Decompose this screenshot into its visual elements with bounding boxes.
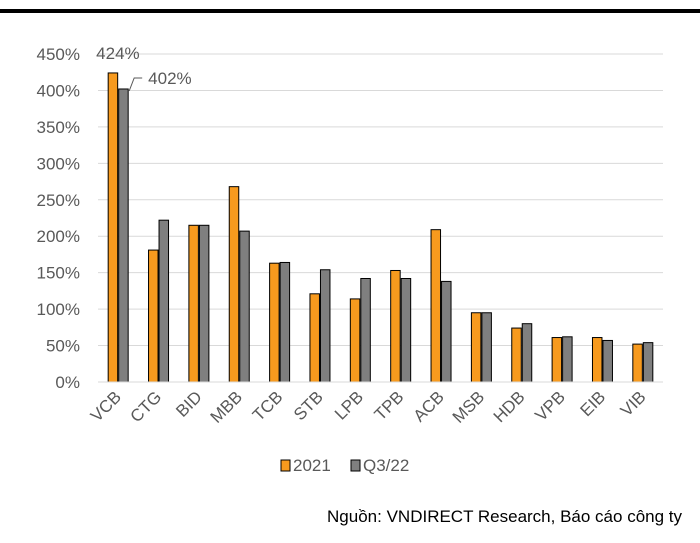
bar-2021-mbb bbox=[228, 186, 240, 383]
x-tick-label: LPB bbox=[331, 387, 367, 423]
annotation-q3-22-vcb: 402% bbox=[148, 69, 191, 88]
bar-Q3-22-lpb bbox=[360, 277, 371, 383]
bar-2021-msb bbox=[470, 312, 482, 383]
x-tick-label: TPB bbox=[371, 387, 408, 424]
y-tick-label: 250% bbox=[37, 191, 80, 210]
bar-2021-hdb bbox=[511, 327, 522, 383]
y-tick-label: 450% bbox=[37, 45, 80, 64]
y-tick-label: 150% bbox=[37, 264, 80, 283]
bar-Q3-22-mbb bbox=[239, 230, 250, 383]
bar-Q3-22-vpb bbox=[562, 336, 573, 383]
legend-swatch-Q3-22 bbox=[350, 459, 361, 472]
x-tick-label: STB bbox=[290, 387, 327, 424]
y-tick-label: 300% bbox=[37, 154, 80, 173]
x-tick-label: HDB bbox=[490, 387, 529, 426]
bar-2021-vcb bbox=[107, 72, 119, 383]
x-tick-label: BID bbox=[172, 387, 205, 420]
x-tick-label: TCB bbox=[249, 387, 286, 424]
top-rule bbox=[0, 9, 700, 13]
y-tick-label: 400% bbox=[37, 81, 80, 100]
bar-Q3-22-stb bbox=[319, 269, 331, 383]
y-tick-label: 350% bbox=[37, 118, 80, 137]
bar-2021-bid bbox=[188, 224, 199, 383]
legend-swatch-2021 bbox=[280, 459, 291, 472]
x-tick-label: VPB bbox=[531, 387, 568, 424]
bar-Q3-22-vib bbox=[642, 342, 654, 383]
bar-2021-stb bbox=[309, 293, 320, 383]
source-note: Nguồn: VNDIRECT Research, Báo cáo công t… bbox=[327, 507, 682, 526]
y-tick-label: 50% bbox=[46, 337, 80, 356]
legend-label-2021: 2021 bbox=[293, 456, 331, 475]
annotation-2021-vcb: 424% bbox=[96, 44, 139, 63]
x-tick-label: CTG bbox=[127, 387, 166, 426]
bar-2021-vib bbox=[632, 343, 643, 383]
bar-Q3-22-tcb bbox=[279, 261, 291, 383]
bar-2021-acb bbox=[430, 229, 442, 383]
bar-Q3-22-eib bbox=[602, 339, 613, 383]
x-tick-label: VCB bbox=[87, 387, 125, 425]
bar-2021-tcb bbox=[269, 262, 280, 383]
x-tick-label: MBB bbox=[207, 387, 246, 426]
bar-Q3-22-msb bbox=[481, 312, 492, 383]
bar-Q3-22-tpb bbox=[400, 277, 412, 383]
bar-Q3-22-acb bbox=[441, 280, 452, 383]
legend-label-Q3-22: Q3/22 bbox=[363, 456, 409, 475]
bar-2021-eib bbox=[591, 337, 603, 383]
bar-2021-lpb bbox=[349, 298, 361, 383]
y-tick-label: 0% bbox=[55, 373, 80, 392]
y-tick-label: 200% bbox=[37, 227, 80, 246]
x-tick-label: MSB bbox=[449, 387, 488, 426]
bar-2021-ctg bbox=[148, 249, 159, 383]
bar-Q3-22-bid bbox=[198, 224, 210, 383]
bar-Q3-22-vcb bbox=[118, 88, 129, 383]
y-tick-label: 100% bbox=[37, 300, 80, 319]
x-tick-label: EIB bbox=[576, 387, 609, 420]
bar-Q3-22-ctg bbox=[158, 219, 170, 383]
bar-2021-tpb bbox=[390, 269, 401, 383]
annotation-leader-line bbox=[128, 77, 143, 92]
bar-2021-vpb bbox=[551, 337, 563, 383]
bar-chart: 0% 50% 100% 150% 200% 250% 300% 350% 400% 450% VCB… bbox=[37, 44, 663, 475]
bar-Q3-22-hdb bbox=[521, 323, 533, 383]
x-tick-label: VIB bbox=[617, 387, 650, 420]
x-tick-label: ACB bbox=[410, 387, 448, 425]
